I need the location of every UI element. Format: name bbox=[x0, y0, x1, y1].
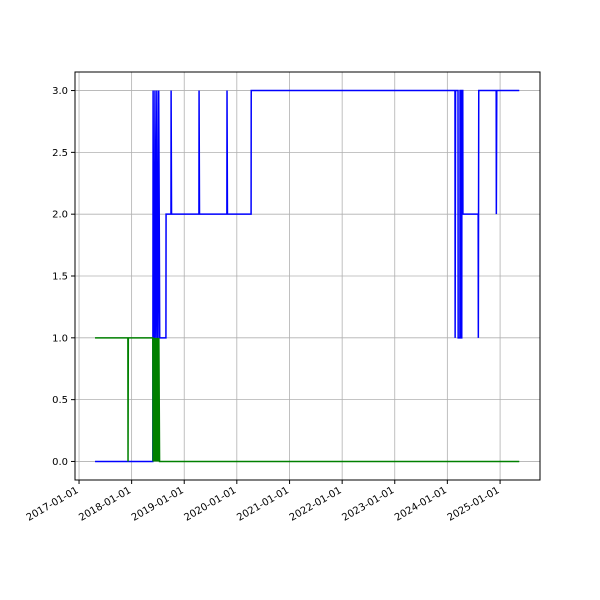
y-tick-label: 2.5 bbox=[52, 148, 68, 159]
y-tick-label: 0.5 bbox=[52, 395, 68, 406]
y-tick-label: 2.0 bbox=[52, 210, 68, 221]
y-tick-label: 1.0 bbox=[52, 333, 68, 344]
y-tick-label: 3.0 bbox=[52, 86, 68, 97]
y-tick-label: 0.0 bbox=[52, 457, 68, 468]
y-tick-label: 1.5 bbox=[52, 272, 68, 283]
plot-frame bbox=[74, 71, 541, 481]
data-line bbox=[95, 337, 520, 463]
